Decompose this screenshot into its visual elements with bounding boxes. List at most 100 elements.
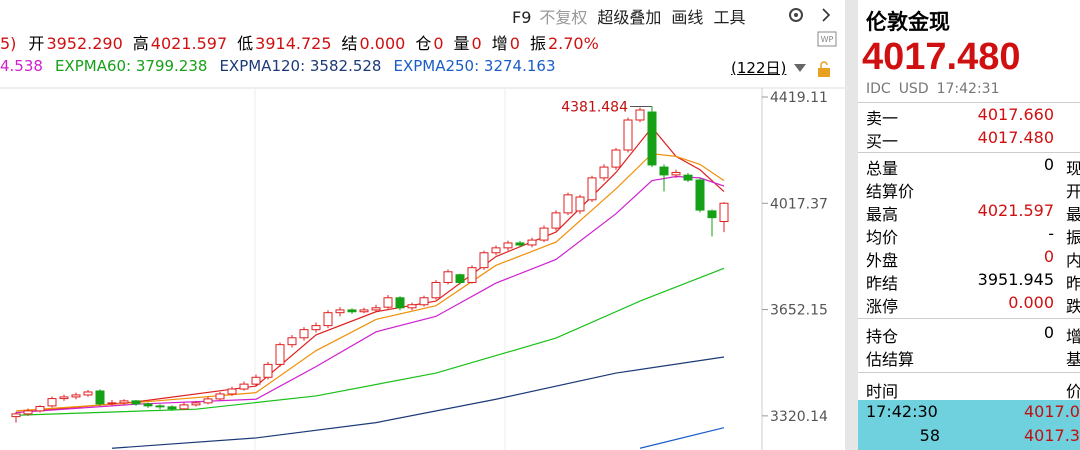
book-value: 4017.660 [977,105,1054,124]
period-icons[interactable] [792,60,832,80]
quote-lead: 5) [0,34,17,53]
stat-extra: 跌 [1066,297,1080,316]
stat-extra: 增 [1066,327,1080,346]
toolbar-item[interactable]: 工具 [713,8,746,27]
indicator-value: EXPMA60: 3799.238 [54,57,208,75]
book-value: 4017.480 [977,128,1054,147]
ticks-header-price: 价 [1066,382,1080,401]
toolbar-item[interactable]: 不复权 [539,8,588,27]
stat-extra: 昨 [1066,274,1080,293]
stat-row: 均价 - 振 [866,224,1080,247]
candle-body [227,388,237,395]
candle-body [179,404,189,410]
stat-label: 持仓 [866,327,899,346]
candle-body [203,398,213,404]
candle-body [299,329,309,339]
candle-body [275,344,285,365]
toolbar: F9 不复权 超级叠加 画线 工具 [512,4,755,28]
quote-label: 高 [132,34,149,53]
quote-label: 振 [529,34,546,53]
stat-value: 3951.945 [977,270,1054,289]
quote-label: 开 [28,34,45,53]
stat-value: 0 [1043,155,1054,174]
candle-body [623,119,633,151]
candle-body [107,402,117,405]
candle-body [611,149,621,168]
meta-item: USD [898,81,929,97]
candle-body [599,166,609,179]
toolbar-item[interactable]: F9 [512,8,532,27]
stat-value: - [1048,224,1054,243]
candle-body [647,111,657,166]
quote-label: 仓 [415,34,432,53]
candle-body [467,267,477,283]
stat-label: 外盘 [866,251,899,270]
candlestick-chart: 4419.11 4017.37 3652.15 3320.14 4381.484 [0,87,845,450]
price-meta: IDC USD 17:42:31 [866,81,1008,97]
y-tick-label: 3320.14 [770,409,828,425]
quote-label: 结 [341,34,358,53]
candle-body [383,297,393,308]
ma-line [15,126,725,414]
candle-body [419,297,429,306]
toolbar-item[interactable]: 超级叠加 [597,8,662,27]
stat-extra: 现 [1066,159,1080,178]
candle-body [539,227,549,241]
candle-body [407,304,417,309]
expand-icon[interactable] [818,6,834,24]
indicator-value: 4.538 [0,57,43,75]
ticks-header-time: 时间 [866,382,899,401]
candle-body [503,242,513,249]
quote-label: 量 [453,34,470,53]
wp-icon[interactable]: WP [816,30,838,50]
candle-body [479,252,489,269]
candle-body [311,325,321,331]
candle-body [551,212,561,229]
candle-body [191,402,201,406]
toolbar-item[interactable]: 画线 [671,8,704,27]
candle-body [491,247,501,254]
stat-extra: 最 [1066,205,1080,224]
quote-value: 0 [471,34,482,53]
stat-row: 最高 4021.597 最 [866,201,1080,224]
ticks-header: 时间 价 [866,378,1080,401]
stat-value: 4021.597 [977,201,1054,220]
stat-row: 外盘 0 内 [866,247,1080,270]
period-selector[interactable]: (122日) [731,59,787,77]
separator [858,318,1080,319]
tick-row: 17:42:30 4017.0 [866,402,1080,424]
ma-line [15,267,725,416]
settings-icon[interactable] [786,5,806,25]
stat-label: 结算价 [866,182,915,201]
stat-row: 总量 0 现 [866,155,1080,178]
y-tick-label: 4419.11 [770,90,828,106]
stat-extra: 内 [1066,251,1080,270]
candle-body [155,405,165,408]
stat-label: 估结算 [866,350,915,369]
candle-body [11,413,21,418]
candle-body [515,242,525,246]
stat-row: 结算价 开 [866,178,1080,201]
tick-price: 4017.0 [1024,402,1080,421]
quote-value: 0 [509,34,520,53]
candle-body [587,177,597,201]
indicator-value: EXPMA120: 3582.528 [219,57,382,75]
candle-body [371,307,381,311]
max-label: 4381.484 [561,100,628,116]
quote-label: 增 [491,34,508,53]
indicator-bar: 4.538 EXPMA60: 3799.238 EXPMA120: 3582.528… [0,57,568,75]
candle-body [47,398,57,407]
quote-value: 4021.597 [150,34,228,53]
candle-body [23,410,33,415]
last-price: 4017.480 [862,36,1021,78]
candle-body [215,393,225,400]
stat-row: 估结算 基 [866,346,1080,369]
y-tick-label: 3652.15 [770,303,828,319]
candle-body [443,271,453,283]
candle-body [323,312,333,327]
candle-body [83,391,93,396]
ma-line [15,175,725,414]
candle-body [359,309,369,313]
candle-body [95,390,105,405]
